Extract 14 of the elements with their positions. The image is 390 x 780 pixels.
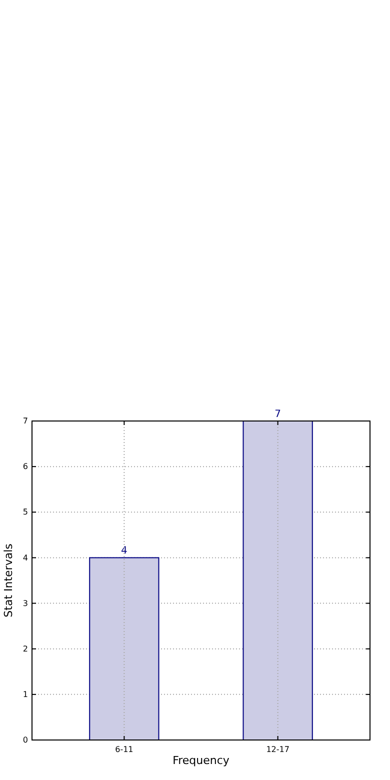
y-tick-label: 3 <box>22 598 28 608</box>
y-tick-label: 0 <box>22 736 28 745</box>
data-label: 4 <box>120 546 128 557</box>
x-axis-title: Frequency <box>172 754 230 767</box>
x-tick-label: 12-17 <box>266 745 290 754</box>
x-tick-label: 6-11 <box>115 745 134 754</box>
data-label: 7 <box>274 409 282 420</box>
y-tick-label: 5 <box>22 508 28 517</box>
y-tick-label: 2 <box>22 644 28 654</box>
y-tick-label: 4 <box>22 553 28 562</box>
y-tick-label: 7 <box>22 416 28 426</box>
y-axis-title: Stat Intervals <box>2 543 15 618</box>
y-tick-label: 1 <box>22 690 28 699</box>
y-tick-label: 6 <box>22 462 28 472</box>
